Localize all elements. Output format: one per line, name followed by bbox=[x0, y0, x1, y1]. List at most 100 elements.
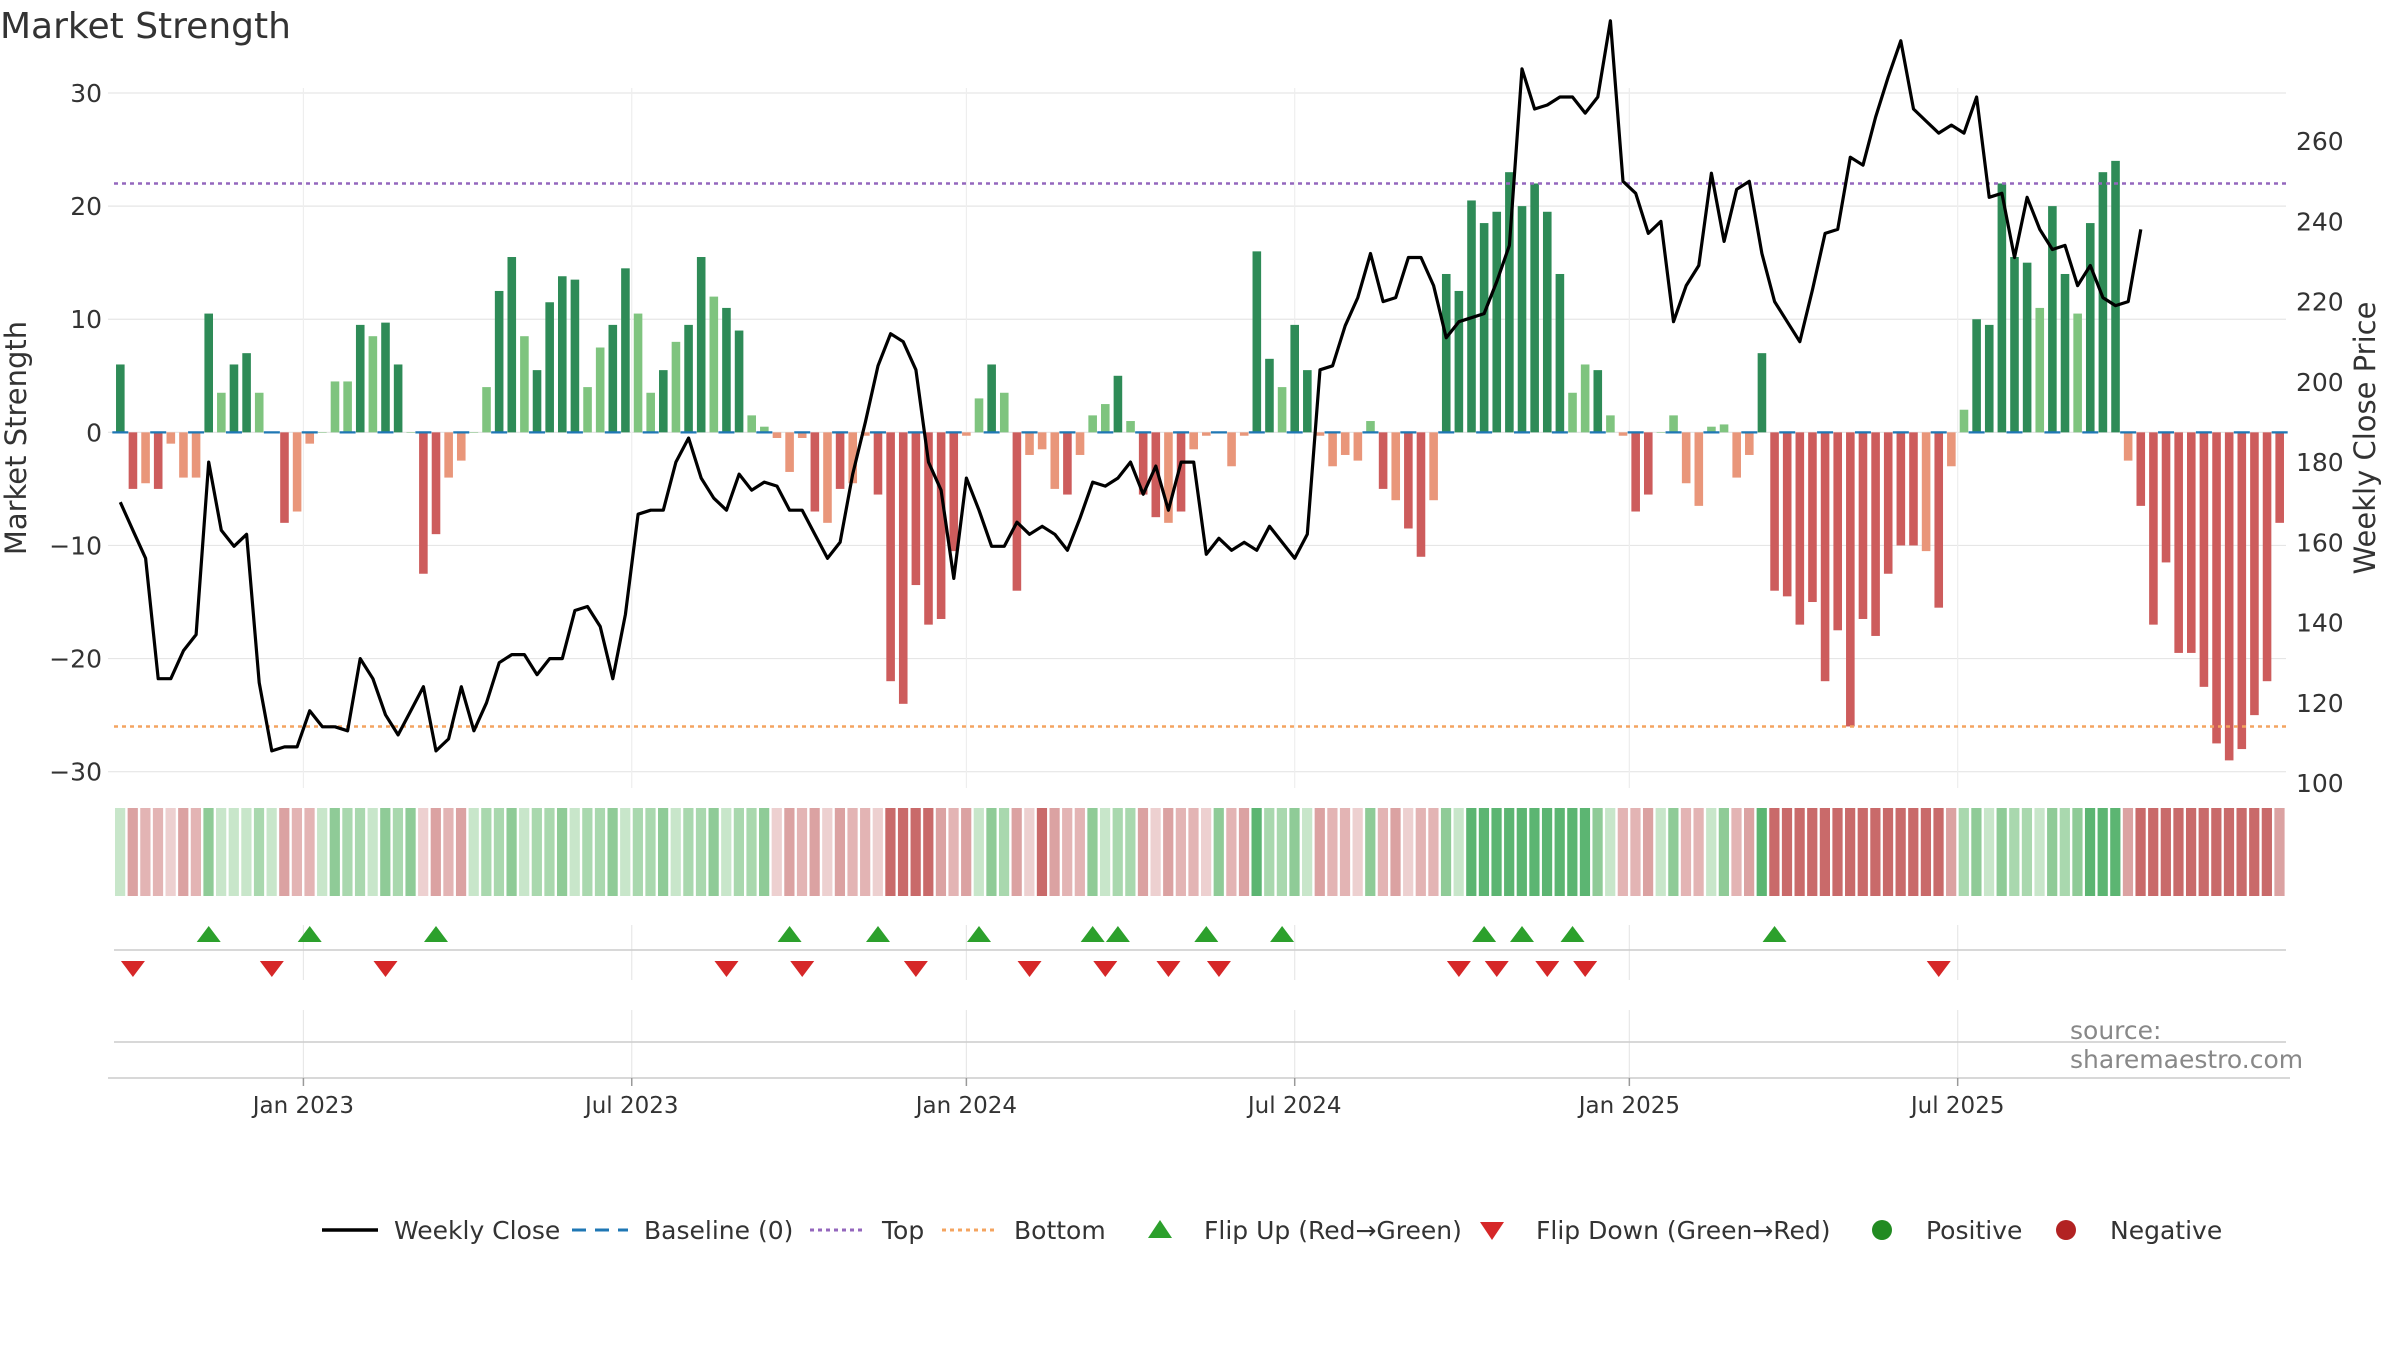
strip-cell bbox=[2148, 808, 2159, 896]
strip-cell bbox=[935, 808, 947, 896]
strip-cell bbox=[1365, 808, 1376, 896]
strip-cell bbox=[329, 808, 340, 896]
strength-bar bbox=[1353, 432, 1363, 461]
weekly-close-line bbox=[118, 19, 2143, 753]
legend-negative-label: Negative bbox=[2110, 1215, 2223, 1245]
strength-bar bbox=[1795, 432, 1805, 625]
strength-bar bbox=[595, 347, 605, 433]
legend-flip-down: Flip Down (Green→Red) bbox=[1462, 1210, 1831, 1250]
strip-cell bbox=[2274, 808, 2285, 896]
strength-bar bbox=[1770, 432, 1779, 591]
strip-cell bbox=[1567, 808, 1578, 896]
strip-cell bbox=[1226, 808, 1237, 896]
strength-bar bbox=[1391, 432, 1401, 501]
flip-down-marker bbox=[373, 961, 398, 977]
strip-cell bbox=[796, 808, 808, 896]
strip-cell bbox=[1036, 808, 1048, 896]
strip-cell bbox=[506, 808, 517, 896]
legend-negative: Negative bbox=[2036, 1210, 2222, 1250]
legend-top: Top bbox=[808, 1210, 924, 1250]
strip-cell bbox=[2211, 808, 2222, 896]
legend-positive-label: Positive bbox=[1926, 1215, 2023, 1245]
strength-bar bbox=[1265, 358, 1274, 433]
strip-cell bbox=[1882, 808, 1894, 896]
strength-bar bbox=[1189, 432, 1198, 450]
strip-cell bbox=[430, 808, 441, 896]
strength-bar bbox=[1202, 432, 1211, 436]
flip-up-marker bbox=[777, 926, 802, 942]
strength-bar bbox=[1404, 432, 1413, 529]
legend-baseline-label: Baseline (0) bbox=[644, 1215, 794, 1245]
strength-bar bbox=[1138, 432, 1148, 495]
strength-bar bbox=[633, 313, 643, 433]
strip-cell bbox=[1958, 808, 1969, 896]
strip-cell bbox=[2261, 808, 2272, 896]
strip-cell bbox=[1642, 808, 1654, 896]
strip-cell bbox=[1390, 808, 1401, 896]
strip-cell bbox=[1541, 808, 1553, 896]
strip-cell bbox=[2223, 808, 2235, 896]
strength-bar bbox=[141, 432, 150, 484]
strip-cell bbox=[2122, 808, 2134, 896]
strength-bar bbox=[671, 341, 681, 433]
strip-cell bbox=[1781, 808, 1793, 896]
strength-bar bbox=[456, 432, 466, 461]
strip-cell bbox=[784, 808, 795, 896]
strength-bar bbox=[1656, 432, 1666, 433]
strength-bar bbox=[1782, 432, 1792, 597]
legend-flip-up-label: Flip Up (Red→Green) bbox=[1204, 1215, 1462, 1245]
strip-cell bbox=[1693, 808, 1704, 896]
strip-cell bbox=[897, 808, 909, 896]
strength-bar bbox=[520, 336, 529, 433]
strength-bar bbox=[760, 426, 769, 433]
strip-cell bbox=[721, 808, 732, 896]
legend: Weekly Close Baseline (0) Top Bottom Fli… bbox=[0, 1210, 2400, 1250]
strength-bar bbox=[1088, 415, 1097, 433]
strip-cell bbox=[986, 808, 997, 896]
strength-bar bbox=[1290, 324, 1300, 433]
strength-bar bbox=[116, 364, 125, 433]
flip-up-marker bbox=[424, 926, 449, 942]
strength-bar bbox=[2161, 432, 2171, 563]
strip-cell bbox=[1201, 808, 1212, 896]
strength-bar bbox=[898, 432, 908, 704]
strength-bar bbox=[2199, 432, 2209, 687]
strip-cell bbox=[1807, 808, 1818, 896]
strip-cell bbox=[1769, 808, 1780, 896]
strip-cell bbox=[822, 808, 833, 896]
strip-cell bbox=[1983, 808, 1995, 896]
strip-cell bbox=[670, 808, 681, 896]
y-tick-label-left: 10 bbox=[70, 305, 102, 334]
strip-cell bbox=[165, 808, 176, 896]
strip-cell bbox=[923, 808, 934, 896]
left-axis: −30 −20 −10 0 10 20 30 Market Strength bbox=[0, 79, 102, 787]
strength-bar bbox=[330, 381, 340, 433]
strip-cell bbox=[1731, 808, 1742, 896]
strip-cell bbox=[2198, 808, 2209, 896]
strength-bar bbox=[873, 432, 883, 495]
strength-bar bbox=[734, 330, 744, 433]
strip-cell bbox=[695, 808, 707, 896]
flip-up-marker bbox=[297, 926, 322, 942]
right-axis: 100 120 140 160 180 200 220 240 260 Weekly Close … bbox=[2296, 127, 2382, 798]
strength-bar bbox=[2224, 432, 2234, 761]
strip-cell bbox=[493, 808, 505, 896]
y-tick-label-left: −20 bbox=[49, 645, 102, 674]
strip-cell bbox=[190, 808, 201, 896]
strength-bar bbox=[1555, 273, 1565, 433]
strip-cell bbox=[1175, 808, 1186, 896]
strength-bar bbox=[987, 364, 996, 433]
strip-cell bbox=[1933, 808, 1944, 896]
strip-cell bbox=[140, 808, 151, 896]
flip-up-marker bbox=[1762, 926, 1787, 942]
strength-bar bbox=[406, 432, 416, 433]
strength-bar bbox=[1378, 432, 1388, 489]
strength-bar bbox=[1315, 432, 1325, 436]
strength-bar bbox=[431, 432, 441, 535]
strength-bar bbox=[2060, 273, 2070, 433]
strength-bar bbox=[254, 392, 264, 433]
strip-cell bbox=[1087, 808, 1098, 896]
positive-dot-icon bbox=[1852, 1210, 1912, 1250]
bars-layer bbox=[116, 160, 2284, 761]
strength-bar bbox=[153, 432, 163, 489]
